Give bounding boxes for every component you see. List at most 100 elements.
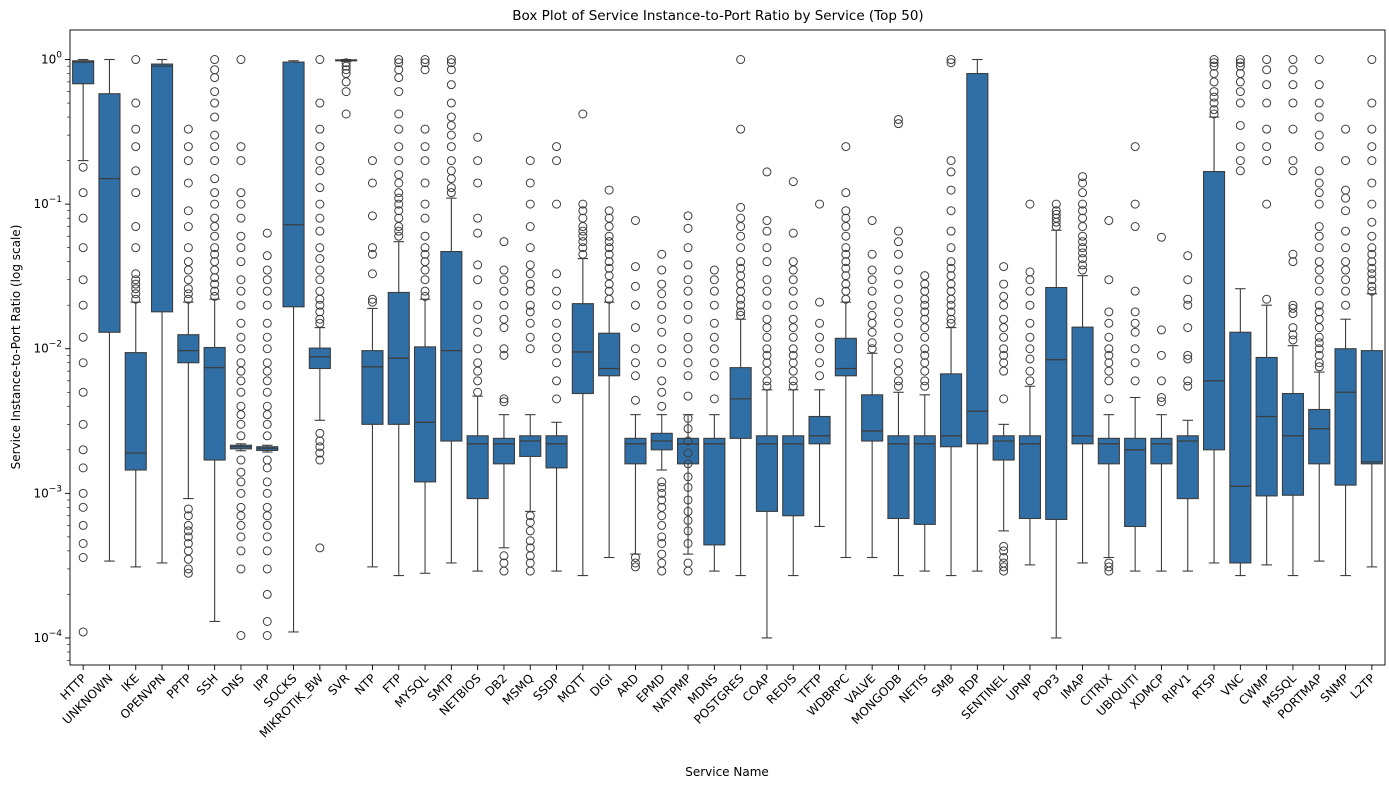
outlier-point xyxy=(788,286,798,296)
outlier-point xyxy=(236,376,246,386)
outlier-point xyxy=(736,271,746,281)
outlier-point xyxy=(893,265,903,275)
outlier-point xyxy=(893,226,903,236)
outlier-point xyxy=(1314,188,1324,198)
outlier-point xyxy=(683,413,693,423)
outlier-point xyxy=(446,174,456,184)
outlier-point xyxy=(841,213,851,223)
outlier-point xyxy=(683,211,693,221)
box-iqr xyxy=(992,435,1015,461)
outlier-point xyxy=(262,455,272,465)
box-iqr xyxy=(676,437,700,465)
outlier-point xyxy=(525,307,535,317)
outlier-point xyxy=(867,310,877,320)
outlier-point xyxy=(420,286,430,296)
outlier-point xyxy=(1183,294,1193,304)
outlier-point xyxy=(1051,209,1061,219)
outlier-point xyxy=(683,344,693,354)
outlier-point xyxy=(1209,55,1219,65)
outlier-point xyxy=(1209,105,1219,115)
outlier-point xyxy=(1367,231,1377,241)
outlier-point xyxy=(1288,80,1298,90)
outlier-point xyxy=(1262,124,1272,134)
outlier-point xyxy=(1104,350,1114,360)
outlier-point xyxy=(420,213,430,223)
outlier-point xyxy=(236,502,246,512)
outlier-point xyxy=(420,65,430,75)
outlier-point xyxy=(1367,156,1377,166)
x-tick-label: PPTP xyxy=(164,671,194,701)
outlier-point xyxy=(420,275,430,285)
outlier-point xyxy=(499,275,509,285)
outlier-point xyxy=(788,381,798,391)
box-iqr xyxy=(1334,348,1357,486)
outlier-point xyxy=(630,395,640,405)
outlier-point xyxy=(210,213,220,223)
outlier-point xyxy=(236,467,246,477)
outlier-point xyxy=(1314,130,1324,140)
outlier-point xyxy=(999,358,1009,368)
outlier-point xyxy=(525,243,535,253)
box-iqr xyxy=(729,367,752,439)
box-iqr xyxy=(624,437,647,465)
outlier-point xyxy=(1104,216,1114,226)
box-iqr xyxy=(1202,170,1226,451)
outlier-point xyxy=(78,538,88,548)
outlier-point xyxy=(683,243,693,253)
outlier-point xyxy=(1341,257,1351,267)
outlier-point xyxy=(420,243,430,253)
outlier-point xyxy=(78,520,88,530)
y-tick-exponent: 0 xyxy=(56,51,62,61)
outlier-point xyxy=(525,517,535,527)
outlier-point xyxy=(367,294,377,304)
outlier-point xyxy=(841,142,851,152)
outlier-point xyxy=(657,482,667,492)
outlier-point xyxy=(762,350,772,360)
outlier-point xyxy=(841,271,851,281)
outlier-point xyxy=(183,546,193,556)
outlier-point xyxy=(1078,222,1088,232)
outlier-point xyxy=(1025,286,1035,296)
outlier-point xyxy=(183,511,193,521)
outlier-point xyxy=(841,257,851,267)
outlier-point xyxy=(210,98,220,108)
outlier-point xyxy=(420,58,430,68)
outlier-point xyxy=(999,300,1009,310)
outlier-point xyxy=(236,318,246,328)
outlier-point xyxy=(315,307,325,317)
outlier-point xyxy=(1078,199,1088,209)
outlier-point xyxy=(1078,265,1088,275)
outlier-point xyxy=(657,265,667,275)
outlier-point xyxy=(999,323,1009,333)
outlier-point xyxy=(394,55,404,65)
box-iqr xyxy=(98,93,121,333)
outlier-point xyxy=(1209,87,1219,97)
outlier-point xyxy=(78,162,88,172)
outlier-point xyxy=(657,558,667,568)
outlier-point xyxy=(525,332,535,342)
box-iqr xyxy=(1308,408,1331,465)
outlier-point xyxy=(578,199,588,209)
outlier-point xyxy=(341,109,351,119)
outlier-point xyxy=(1314,222,1324,232)
outlier-point xyxy=(473,213,483,223)
outlier-point xyxy=(1183,323,1193,333)
outlier-point xyxy=(999,332,1009,342)
outlier-point xyxy=(867,338,877,348)
outlier-point xyxy=(262,410,272,420)
outlier-point xyxy=(1341,300,1351,310)
outlier-point xyxy=(183,504,193,514)
outlier-point xyxy=(78,275,88,285)
outlier-point xyxy=(815,371,825,381)
outlier-point xyxy=(499,237,509,247)
box-iqr xyxy=(519,435,542,457)
box-iqr xyxy=(308,347,331,370)
outlier-point xyxy=(131,166,141,176)
outlier-point xyxy=(762,314,772,324)
outlier-point xyxy=(841,222,851,232)
outlier-point xyxy=(1314,275,1324,285)
outlier-point xyxy=(315,166,325,176)
outlier-point xyxy=(867,344,877,354)
outlier-point xyxy=(946,167,956,177)
